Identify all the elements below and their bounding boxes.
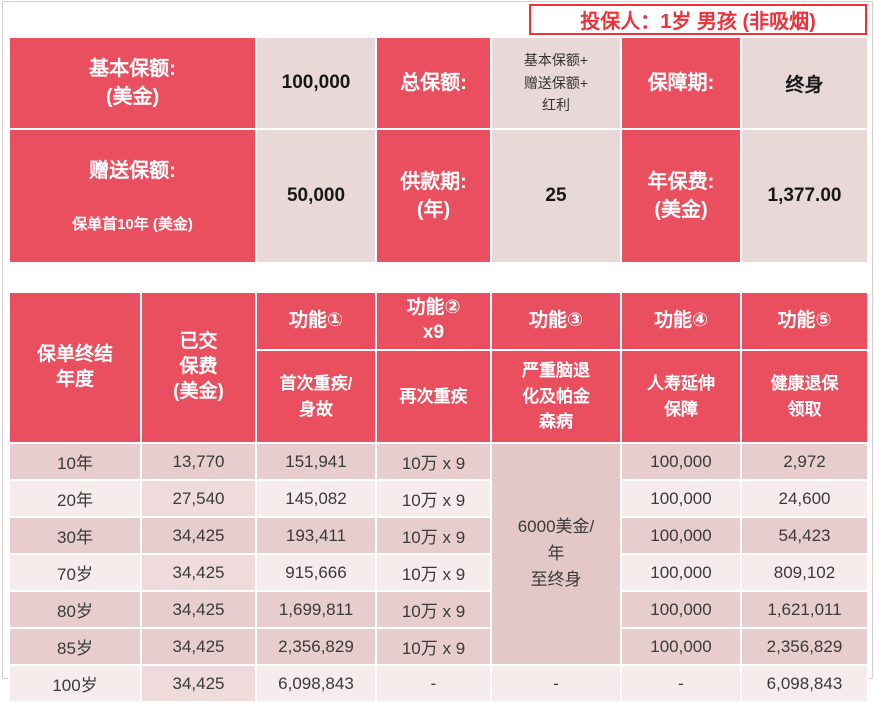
- cell-subsequent-ci: 10万 x 9: [375, 627, 492, 666]
- bonus-amount-label: 赠送保额: 保单首10年 (美金): [8, 128, 257, 264]
- cell-policy-year: 30年: [8, 516, 142, 555]
- header-function-3: 功能③: [490, 291, 622, 351]
- cell-policy-year: 20年: [8, 479, 142, 518]
- cell-first-ci-death: 6,098,843: [255, 664, 377, 703]
- header-healthy-surrender: 健康退保 领取: [740, 349, 869, 444]
- cell-healthy-surrender: 2,356,829: [740, 627, 869, 666]
- table-row: 85岁 34,425 2,356,829 10万 x 9 100,000 2,356,82…: [8, 627, 869, 666]
- bonus-amount-value: 50,000: [255, 128, 377, 264]
- cell-paid-premium: 34,425: [140, 664, 257, 703]
- header-function-5: 功能⑤: [740, 291, 869, 351]
- cell-paid-premium: 34,425: [140, 627, 257, 666]
- header-life-extension: 人寿延伸 保障: [620, 349, 742, 444]
- cell-subsequent-ci: 10万 x 9: [375, 442, 492, 481]
- cell-dementia-parkinson: 6000美金/ 年 至终身: [490, 442, 622, 666]
- applicant-info-box: 投保人：1岁 男孩 (非吸烟): [529, 4, 867, 35]
- cell-paid-premium: 34,425: [140, 516, 257, 555]
- coverage-term-label: 保障期:: [620, 36, 742, 130]
- header-dementia-parkinson: 严重脑退 化及帕金 森病: [490, 349, 622, 444]
- table-row: 100岁 34,425 6,098,843- - -6,098,843: [8, 664, 869, 703]
- payment-term-value: 25: [490, 128, 622, 264]
- benefit-illustration-table: 保单终结 年度 已交 保费 (美金) 功能① 功能② x9 功能③ 功能④ 功能…: [8, 291, 869, 703]
- summary-row-1: 基本保额: (美金) 100,000 总保额: 基本保额+ 赠送保额+ 红利 保…: [8, 36, 869, 130]
- cell-life-extension: 100,000: [620, 627, 742, 666]
- cell-subsequent-ci: 10万 x 9: [375, 479, 492, 518]
- cell-policy-year: 80岁: [8, 590, 142, 629]
- cell-subsequent-ci: 10万 x 9: [375, 516, 492, 555]
- total-amount-value: 基本保额+ 赠送保额+ 红利: [490, 36, 622, 130]
- header-policy-year: 保单终结 年度: [8, 291, 142, 444]
- header-row-descriptions: 首次重疾/ 身故 再次重疾 严重脑退 化及帕金 森病 人寿延伸 保障 健康退保 …: [9, 349, 869, 444]
- cell-healthy-surrender: 809,102: [740, 553, 869, 592]
- cell-paid-premium: 34,425: [140, 590, 257, 629]
- cell-paid-premium: 34,425: [140, 553, 257, 592]
- cell-first-ci-death: 151,941: [255, 442, 377, 481]
- cell-life-extension: 100,000: [620, 516, 742, 555]
- annual-premium-label: 年保费: (美金): [620, 128, 742, 264]
- cell-healthy-surrender: 54,423: [740, 516, 869, 555]
- total-amount-label: 总保额:: [375, 36, 492, 130]
- cell-life-extension: 100,000: [620, 479, 742, 518]
- cell-life-extension: 100,000: [620, 553, 742, 592]
- cell-first-ci-death: 2,356,829: [255, 627, 377, 666]
- table-row: 20年 27,540 145,082 10万 x 9 100,000 24,600: [8, 479, 869, 518]
- cell-first-ci-death: 145,082: [255, 479, 377, 518]
- header-function-1: 功能①: [255, 291, 377, 351]
- cell-life-extension: 100,000: [620, 590, 742, 629]
- bonus-amount-label-main: 赠送保额:: [89, 160, 176, 182]
- top-bar: 投保人：1岁 男孩 (非吸烟): [8, 3, 867, 36]
- cell-dementia-parkinson: -: [490, 664, 622, 703]
- main-table-body: 10年 13,770 151,941 10万 x 9 6000美金/ 年 至终身 100,…: [8, 442, 869, 703]
- annual-premium-value: 1,377.00: [740, 128, 869, 264]
- cell-subsequent-ci: 10万 x 9: [375, 590, 492, 629]
- cell-healthy-surrender: 24,600: [740, 479, 869, 518]
- header-function-2: 功能② x9: [375, 291, 492, 351]
- table-row: 30年 34,425 193,411 10万 x 9 100,000 54,423: [8, 516, 869, 555]
- summary-row-2: 赠送保额: 保单首10年 (美金) 50,000 供款期: (年) 25 年保费…: [8, 128, 869, 264]
- cell-first-ci-death: 1,699,811: [255, 590, 377, 629]
- cell-healthy-surrender: 1,621,011: [740, 590, 869, 629]
- basic-amount-label: 基本保额: (美金): [8, 36, 257, 130]
- table-row: 10年 13,770 151,941 10万 x 9 6000美金/ 年 至终身 100,…: [8, 442, 869, 666]
- cell-life-extension: 100,000: [620, 442, 742, 481]
- applicant-text: 投保人：1岁 男孩 (非吸烟): [580, 11, 816, 33]
- cell-policy-year: 100岁: [8, 664, 142, 703]
- table-row: 80岁 34,425 1,699,811 10万 x 9 100,000 1,621,01…: [8, 590, 869, 629]
- cell-policy-year: 85岁: [8, 627, 142, 666]
- header-subsequent-ci: 再次重疾: [375, 349, 492, 444]
- basic-amount-value: 100,000: [255, 36, 377, 130]
- payment-term-label: 供款期: (年): [375, 128, 492, 264]
- bonus-amount-label-sub: 保单首10年 (美金): [72, 216, 193, 233]
- header-first-ci-death: 首次重疾/ 身故: [255, 349, 377, 444]
- cell-first-ci-death: 915,666: [255, 553, 377, 592]
- cell-subsequent-ci: -: [375, 664, 492, 703]
- header-row-functions: 保单终结 年度 已交 保费 (美金) 功能① 功能② x9 功能③ 功能④ 功能…: [8, 291, 869, 444]
- cell-paid-premium: 27,540: [140, 479, 257, 518]
- table-row: 70岁 34,425 915,666 10万 x 9 100,000 809,102: [8, 553, 869, 592]
- policy-summary-table: 基本保额: (美金) 100,000 总保额: 基本保额+ 赠送保额+ 红利 保…: [8, 36, 869, 264]
- cell-subsequent-ci: 10万 x 9: [375, 553, 492, 592]
- cell-first-ci-death: 193,411: [255, 516, 377, 555]
- cell-life-extension: -: [620, 664, 742, 703]
- cell-policy-year: 10年: [8, 442, 142, 481]
- coverage-term-value: 终身: [740, 36, 869, 130]
- cell-policy-year: 70岁: [8, 553, 142, 592]
- cell-healthy-surrender: 2,972: [740, 442, 869, 481]
- cell-paid-premium: 13,770: [140, 442, 257, 481]
- header-function-4: 功能④: [620, 291, 742, 351]
- cell-healthy-surrender: 6,098,843: [740, 664, 869, 703]
- header-paid-premium: 已交 保费 (美金): [140, 291, 257, 444]
